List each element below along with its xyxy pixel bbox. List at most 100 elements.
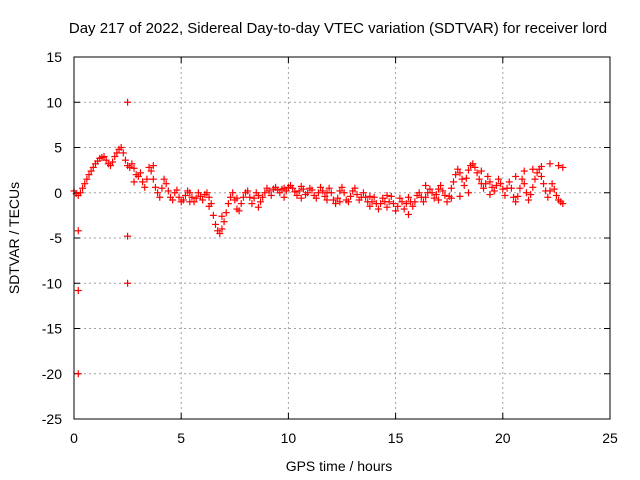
data-point [362, 193, 370, 201]
data-point [505, 178, 513, 186]
data-point [229, 189, 237, 197]
data-point [379, 194, 387, 202]
data-point [454, 165, 462, 173]
data-point [398, 198, 406, 206]
y-tick-label: -20 [42, 366, 62, 382]
data-point [486, 191, 494, 199]
data-point [383, 191, 391, 199]
data-point [304, 189, 312, 197]
data-point [366, 202, 374, 210]
x-tick-label: 0 [70, 430, 78, 446]
data-point [109, 158, 117, 166]
data-point [490, 187, 498, 195]
data-point [220, 218, 228, 226]
data-point [404, 210, 412, 218]
data-point [111, 153, 119, 161]
chart-title: Day 217 of 2022, Sidereal Day-to-day VTE… [69, 20, 607, 37]
data-point [415, 189, 423, 197]
data-point [546, 160, 554, 168]
data-point [392, 207, 400, 215]
data-point [205, 193, 213, 201]
data-point [432, 191, 440, 199]
data-point [74, 286, 82, 294]
data-point [458, 175, 466, 183]
data-point [544, 193, 552, 201]
data-point [79, 184, 87, 192]
data-point [338, 183, 346, 191]
data-point [319, 187, 327, 195]
data-point [447, 184, 455, 192]
data-point [482, 180, 490, 188]
data-point [537, 163, 545, 171]
data-point [130, 178, 138, 186]
data-point [126, 163, 134, 171]
data-point [147, 167, 155, 175]
data-point [486, 178, 494, 186]
data-point [154, 189, 162, 197]
data-point [192, 194, 200, 202]
data-point [370, 193, 378, 201]
data-point [464, 166, 472, 174]
data-point [477, 167, 485, 175]
x-tick-label: 10 [281, 430, 297, 446]
data-point [113, 149, 121, 157]
data-point [85, 171, 93, 179]
y-tick-label: -5 [50, 230, 63, 246]
data-point [351, 184, 359, 192]
data-point [173, 186, 181, 194]
data-point [218, 212, 226, 220]
data-point [261, 189, 269, 197]
data-point [473, 169, 481, 177]
data-point [250, 194, 258, 202]
data-point [323, 196, 331, 204]
data-point [439, 187, 447, 195]
data-point [512, 172, 520, 180]
data-point [385, 198, 393, 206]
data-point [224, 200, 232, 208]
data-point [484, 172, 492, 180]
data-point [312, 194, 320, 202]
data-points [70, 98, 567, 378]
data-point [297, 194, 305, 202]
data-point [462, 174, 470, 182]
data-point [218, 225, 226, 233]
x-axis-label: GPS time / hours [286, 458, 393, 474]
data-point [130, 164, 138, 172]
data-point [205, 202, 213, 210]
data-point [377, 200, 385, 208]
data-point [74, 370, 82, 378]
data-point [522, 189, 530, 197]
data-point [222, 209, 230, 217]
data-point [368, 198, 376, 206]
x-tick-label: 25 [602, 430, 618, 446]
data-point [212, 220, 220, 228]
data-point [529, 183, 537, 191]
data-point [186, 189, 194, 197]
data-point [340, 189, 348, 197]
data-point [475, 175, 483, 183]
data-point [254, 191, 262, 199]
data-point [194, 189, 202, 197]
data-point [134, 172, 142, 180]
data-point [471, 163, 479, 171]
data-point [216, 229, 224, 237]
data-point [402, 200, 410, 208]
data-point [537, 172, 545, 180]
data-point [344, 198, 352, 206]
data-point [525, 196, 533, 204]
data-point [540, 180, 548, 188]
data-point [497, 180, 505, 188]
data-point [366, 192, 374, 200]
data-point [334, 194, 342, 202]
data-point [235, 207, 243, 215]
y-tick-label: -15 [42, 321, 62, 337]
data-point [426, 185, 434, 193]
data-point [158, 184, 166, 192]
data-point [246, 193, 254, 201]
data-point [143, 175, 151, 183]
data-point [437, 182, 445, 190]
data-point [181, 191, 189, 199]
data-point [518, 175, 526, 183]
data-point [254, 203, 262, 211]
